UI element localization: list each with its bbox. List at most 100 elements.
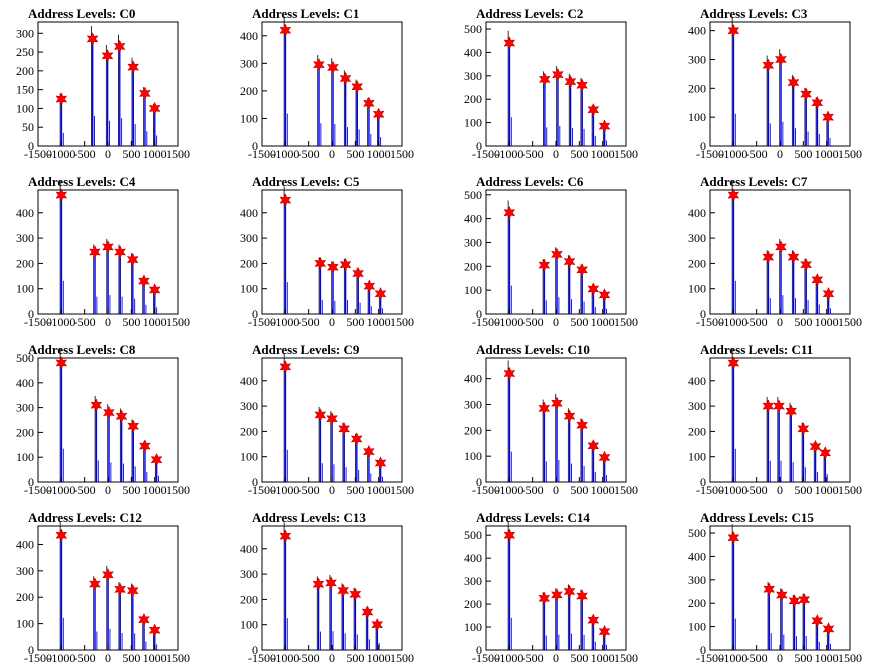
x-tick-label: -1500 (696, 315, 724, 329)
peak-marker (102, 240, 114, 254)
histogram-bar (769, 123, 771, 146)
histogram-bar (571, 463, 572, 482)
histogram-bar (543, 408, 546, 482)
histogram-bar (824, 452, 827, 482)
x-tick-label: -1000 (495, 315, 523, 329)
peak-marker (819, 446, 832, 460)
peak-marker (576, 589, 589, 603)
peak-marker (138, 439, 151, 453)
y-tick-label: 400 (464, 45, 482, 59)
histogram-bar (805, 635, 807, 650)
y-tick-label: 0 (252, 139, 258, 153)
x-tick-label: -1000 (47, 315, 75, 329)
histogram-bar (284, 536, 287, 650)
x-tick-label: 1000 (591, 651, 615, 665)
y-tick-label: 100 (240, 618, 258, 632)
y-tick-label: 300 (16, 401, 34, 415)
peak-marker (138, 86, 151, 101)
histogram-bar (334, 300, 336, 314)
x-tick-label: -1500 (248, 483, 276, 497)
y-tick-label: 0 (700, 475, 706, 489)
histogram-panel: Address Levels: C3 0 100 200 300 400 -1500-100… (688, 6, 862, 161)
histogram-bar (606, 644, 607, 650)
histogram-bar (121, 118, 123, 146)
x-tick-label: 1000 (591, 147, 615, 161)
histogram-bar (558, 297, 560, 314)
x-tick-label: 0 (329, 651, 335, 665)
histogram-bar (571, 127, 573, 146)
histogram-bar (286, 113, 288, 146)
histogram-bar (826, 473, 828, 482)
x-tick-label: -500 (746, 147, 768, 161)
chart-title: Address Levels: C1 (252, 6, 359, 21)
histogram-panel: Address Levels: C5 0 100 200 300 400 -1500-100… (240, 174, 414, 329)
peak-marker (551, 67, 564, 82)
x-tick-label: 1500 (614, 483, 638, 497)
y-tick-label: 300 (688, 399, 706, 413)
histogram-bar (558, 634, 560, 650)
y-tick-label: 200 (464, 92, 482, 106)
x-tick-label: 0 (329, 147, 335, 161)
histogram-bar (342, 590, 344, 650)
x-tick-label: 500 (122, 651, 140, 665)
y-tick-label: 400 (464, 212, 482, 226)
histogram-bar (96, 631, 98, 650)
peak-marker (787, 75, 800, 90)
x-tick-label: -1000 (719, 483, 747, 497)
x-tick-label: -1500 (24, 651, 52, 665)
histogram-bar (330, 582, 332, 650)
y-tick-label: 0 (476, 307, 482, 321)
histogram-bar (816, 102, 819, 146)
histogram-bar (368, 639, 370, 650)
histogram-bar (818, 304, 820, 314)
x-tick-label: 0 (105, 651, 111, 665)
y-tick-label: 200 (240, 256, 258, 270)
x-tick-label: 0 (553, 147, 559, 161)
peak-marker (148, 283, 161, 297)
y-tick-label: 200 (464, 597, 482, 611)
histogram-bar (155, 459, 158, 482)
peak-marker (503, 205, 516, 220)
histogram-bar (156, 135, 158, 146)
histogram-bar (286, 282, 288, 314)
histogram-bar (366, 612, 369, 650)
y-tick-label: 200 (16, 590, 34, 604)
histogram-bar (767, 257, 770, 314)
chart-title: Address Levels: C11 (700, 342, 813, 357)
histogram-bar (594, 471, 596, 482)
histogram-bar (571, 633, 572, 650)
peak-marker (113, 39, 126, 54)
x-tick-label: -500 (746, 483, 768, 497)
peak-marker (327, 60, 339, 75)
x-tick-label: -500 (298, 651, 320, 665)
histogram-bar (510, 285, 512, 314)
x-tick-label: -1000 (495, 483, 523, 497)
peak-marker (314, 256, 327, 271)
histogram-bar (545, 300, 547, 314)
peak-marker (587, 613, 600, 627)
y-tick-label: 300 (464, 398, 482, 412)
histogram-bar (60, 99, 63, 146)
chart-title: Address Levels: C12 (28, 510, 142, 525)
peak-marker (800, 257, 813, 272)
histogram-panel: Address Levels: C11 0 100 200 300 400 -1500-10… (688, 342, 862, 497)
y-tick-label: 0 (252, 643, 258, 657)
y-tick-label: 300 (16, 564, 34, 578)
x-tick-label: -500 (298, 315, 320, 329)
histogram-bar (382, 308, 383, 314)
histogram-bar (603, 631, 606, 650)
peak-marker (279, 529, 292, 543)
x-tick-label: -1000 (47, 147, 75, 161)
histogram-bar (370, 134, 372, 146)
y-tick-label: 500 (16, 351, 34, 365)
histogram-bar (556, 594, 558, 650)
x-tick-label: -1000 (271, 651, 299, 665)
histogram-bar (379, 463, 382, 482)
peak-marker (148, 623, 161, 638)
histogram-bar (332, 267, 334, 314)
peak-marker (727, 356, 740, 370)
histogram-bar (732, 537, 735, 650)
x-tick-label: -500 (522, 315, 544, 329)
x-tick-label: 1000 (367, 315, 391, 329)
